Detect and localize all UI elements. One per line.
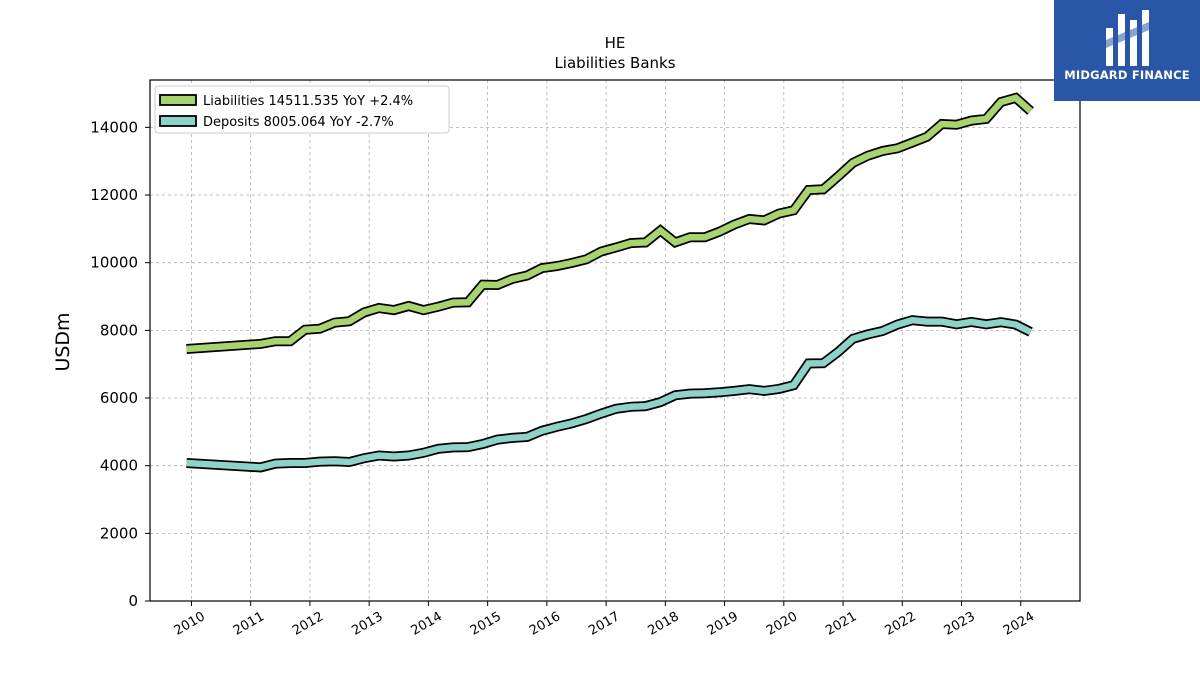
x-tick-label: 2015 [468, 609, 504, 639]
brand-logo: MIDGARD FINANCE [1054, 0, 1200, 101]
legend-label-deposits: Deposits 8005.064 YoY -2.7% [203, 115, 394, 130]
y-tick-label: 12000 [90, 186, 138, 204]
x-tick-label: 2011 [231, 609, 267, 639]
y-tick-label: 2000 [100, 524, 138, 542]
x-tick-label: 2018 [646, 609, 682, 639]
y-tick-label: 14000 [90, 118, 138, 136]
x-tick-label: 2021 [823, 609, 859, 639]
x-tick-label: 2023 [942, 609, 978, 639]
x-tick-label: 2019 [705, 609, 741, 639]
x-tick-label: 2012 [290, 609, 326, 639]
series-line-liabilities [186, 94, 1033, 353]
legend-box [154, 85, 450, 134]
plot-frame [149, 79, 1081, 602]
x-tick-label: 2017 [586, 609, 622, 639]
y-axis-label: USDm [52, 312, 74, 371]
legend-label-liabilities: Liabilities 14511.535 YoY +2.4% [203, 94, 413, 109]
x-tick-label: 2020 [764, 609, 800, 639]
legend-swatch-liabilities [159, 94, 197, 106]
brand-name: MIDGARD FINANCE [1064, 68, 1190, 82]
grid [150, 80, 1080, 602]
y-tick-label: 6000 [100, 389, 138, 407]
chart-title: HE [605, 34, 626, 52]
axes: 0 2000 4000 6000 8000 10000 12000 14000 2010 2011… [90, 118, 1037, 638]
y-tick-label: 0 [128, 592, 138, 610]
x-tick-label: 2022 [882, 609, 918, 639]
x-tick-label: 2010 [172, 609, 208, 639]
x-tick-label: 2014 [409, 609, 445, 639]
y-tick-label: 10000 [90, 254, 138, 272]
legend-swatch-deposits [159, 115, 197, 127]
y-tick-label: 4000 [100, 457, 138, 475]
x-tick-label: 2024 [1001, 609, 1037, 639]
y-tick-label: 8000 [100, 321, 138, 339]
x-tick-label: 2016 [527, 609, 563, 639]
series-outline-0 [186, 92, 1034, 354]
series-outline-1 [186, 315, 1033, 473]
series-line-deposits [186, 316, 1033, 471]
legend: Liabilities 14511.535 YoY +2.4% Deposits … [154, 85, 450, 134]
series-layer [186, 92, 1034, 473]
x-tick-label: 2013 [349, 609, 385, 639]
chart-subtitle: Liabilities Banks [554, 54, 675, 72]
logo-mark-icon [1106, 10, 1149, 66]
